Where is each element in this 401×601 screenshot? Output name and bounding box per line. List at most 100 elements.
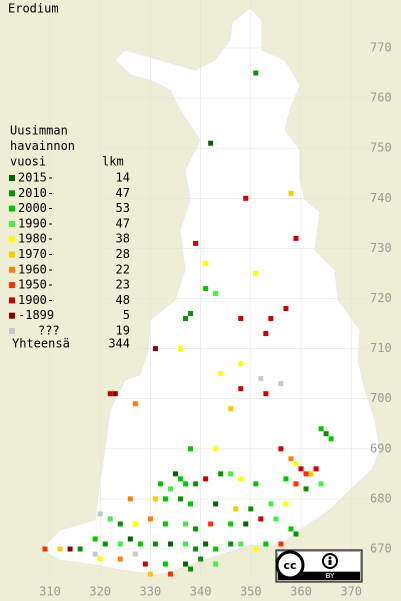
observation-square: [97, 511, 103, 517]
legend-label: 2015-: [18, 171, 54, 185]
observation-square: [228, 521, 234, 527]
observation-square: [213, 561, 219, 567]
legend-count: 48: [116, 293, 130, 307]
observation-square: [167, 541, 173, 547]
observation-square: [167, 571, 173, 577]
legend-swatch: [9, 251, 15, 258]
legend-count: 22: [116, 262, 130, 276]
legend-label: 1990-: [18, 216, 54, 230]
observation-square: [293, 531, 299, 537]
cc-circle: [275, 550, 305, 580]
legend-swatch: [9, 266, 15, 273]
observation-square: [283, 501, 289, 507]
legend-label: 2000-: [18, 201, 54, 215]
observation-square: [293, 481, 299, 487]
observation-square: [162, 561, 168, 567]
observation-square: [178, 476, 184, 482]
observation-square: [92, 536, 98, 542]
observation-square: [218, 371, 224, 377]
observation-square: [188, 501, 194, 507]
grid: [49, 0, 370, 580]
observation-square: [162, 521, 168, 527]
y-tick-label: 670: [370, 542, 392, 556]
observation-square: [167, 486, 173, 492]
x-tick-label: 350: [240, 585, 262, 599]
y-tick-label: 750: [370, 141, 392, 155]
observation-square: [42, 546, 48, 552]
y-tick-label: 690: [370, 441, 392, 455]
observation-square: [283, 306, 289, 312]
observation-square: [117, 521, 123, 527]
legend-label: ???: [38, 324, 60, 338]
observation-square: [208, 140, 214, 146]
legend-swatch: [9, 236, 15, 243]
observation-square: [112, 391, 118, 397]
observation-square: [278, 446, 284, 452]
y-tick-label: 710: [370, 341, 392, 355]
observation-square: [263, 391, 269, 397]
observation-square: [67, 546, 73, 552]
y-tick-label: 740: [370, 191, 392, 205]
observation-square: [293, 235, 299, 241]
observation-square: [188, 566, 194, 572]
observation-square: [228, 406, 234, 412]
observation-square: [147, 516, 153, 522]
legend-label: -1899: [18, 308, 54, 322]
legend-swatch: [9, 205, 15, 212]
badge-strip: [278, 572, 360, 580]
observation-square: [183, 316, 189, 322]
observation-square: [253, 70, 259, 76]
y-tick-label: 730: [370, 241, 392, 255]
observation-square: [162, 496, 168, 502]
observation-square: [152, 541, 158, 547]
legend-count: 53: [116, 201, 130, 215]
observation-square: [263, 541, 269, 547]
x-tick-label: 330: [140, 585, 162, 599]
observation-square: [183, 521, 189, 527]
legend-swatch: [9, 282, 15, 289]
observation-square: [313, 466, 319, 472]
observation-square: [132, 401, 138, 407]
y-tick-label: 680: [370, 491, 392, 505]
observation-square: [152, 346, 158, 352]
observation-square: [77, 546, 83, 552]
observations: [42, 70, 334, 577]
title: Erodium: [8, 2, 59, 16]
observation-square: [238, 386, 244, 392]
observation-square: [92, 551, 98, 557]
observation-square: [298, 466, 304, 472]
observation-square: [248, 506, 254, 512]
observation-square: [243, 195, 249, 201]
legend-label: 1900-: [18, 293, 54, 307]
observation-square: [117, 541, 123, 547]
observation-square: [293, 461, 299, 467]
legend-count: 19: [116, 324, 130, 338]
observation-square: [253, 270, 259, 276]
y-tick-label: 770: [370, 41, 392, 55]
observation-square: [218, 471, 224, 477]
observation-square: [318, 426, 324, 432]
observation-square: [328, 436, 334, 442]
observation-square: [107, 391, 113, 397]
observation-square: [132, 551, 138, 557]
observation-square: [268, 316, 274, 322]
legend-total-label: Yhteensä: [12, 337, 70, 351]
observation-square: [213, 546, 219, 552]
x-tick-label: 320: [89, 585, 111, 599]
country-outline: [39, 7, 381, 576]
y-tick-label: 700: [370, 391, 392, 405]
legend-swatch: [9, 220, 15, 227]
observation-square: [238, 361, 244, 367]
observation-square: [238, 541, 244, 547]
observation-square: [183, 541, 189, 547]
legend-count: 28: [116, 247, 130, 261]
observation-square: [238, 316, 244, 322]
legend-count: 23: [116, 278, 130, 292]
observation-square: [263, 331, 269, 337]
observation-square: [213, 501, 219, 507]
legend-count-header: lkm: [102, 155, 124, 169]
observation-square: [178, 346, 184, 352]
observation-square: [142, 561, 148, 567]
